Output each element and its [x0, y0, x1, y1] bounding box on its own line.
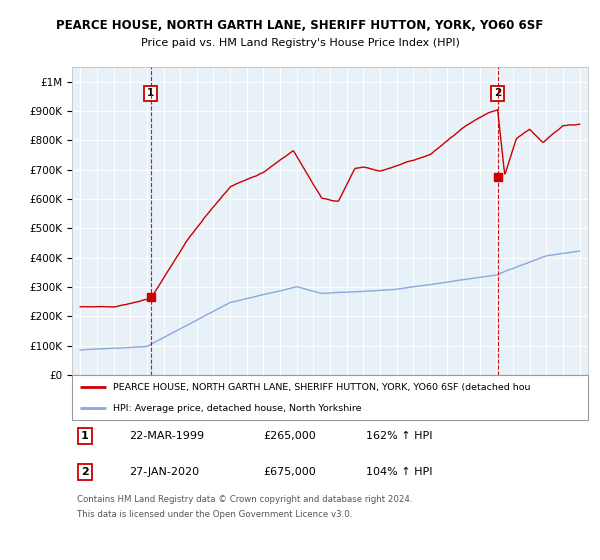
Text: £675,000: £675,000 [263, 466, 316, 477]
Text: 2: 2 [494, 88, 501, 99]
Text: 22-MAR-1999: 22-MAR-1999 [129, 431, 204, 441]
Text: PEARCE HOUSE, NORTH GARTH LANE, SHERIFF HUTTON, YORK, YO60 6SF: PEARCE HOUSE, NORTH GARTH LANE, SHERIFF … [56, 18, 544, 32]
Text: 1: 1 [81, 431, 89, 441]
Text: Price paid vs. HM Land Registry's House Price Index (HPI): Price paid vs. HM Land Registry's House … [140, 38, 460, 48]
Text: 2: 2 [81, 466, 89, 477]
FancyBboxPatch shape [72, 375, 588, 421]
Text: 162% ↑ HPI: 162% ↑ HPI [366, 431, 433, 441]
Text: 1: 1 [147, 88, 154, 99]
Text: £265,000: £265,000 [263, 431, 316, 441]
Text: HPI: Average price, detached house, North Yorkshire: HPI: Average price, detached house, Nort… [113, 404, 362, 413]
Text: 27-JAN-2020: 27-JAN-2020 [129, 466, 199, 477]
Text: This data is licensed under the Open Government Licence v3.0.: This data is licensed under the Open Gov… [77, 510, 353, 519]
Text: PEARCE HOUSE, NORTH GARTH LANE, SHERIFF HUTTON, YORK, YO60 6SF (detached hou: PEARCE HOUSE, NORTH GARTH LANE, SHERIFF … [113, 382, 531, 392]
Text: Contains HM Land Registry data © Crown copyright and database right 2024.: Contains HM Land Registry data © Crown c… [77, 495, 413, 505]
Text: 104% ↑ HPI: 104% ↑ HPI [366, 466, 433, 477]
